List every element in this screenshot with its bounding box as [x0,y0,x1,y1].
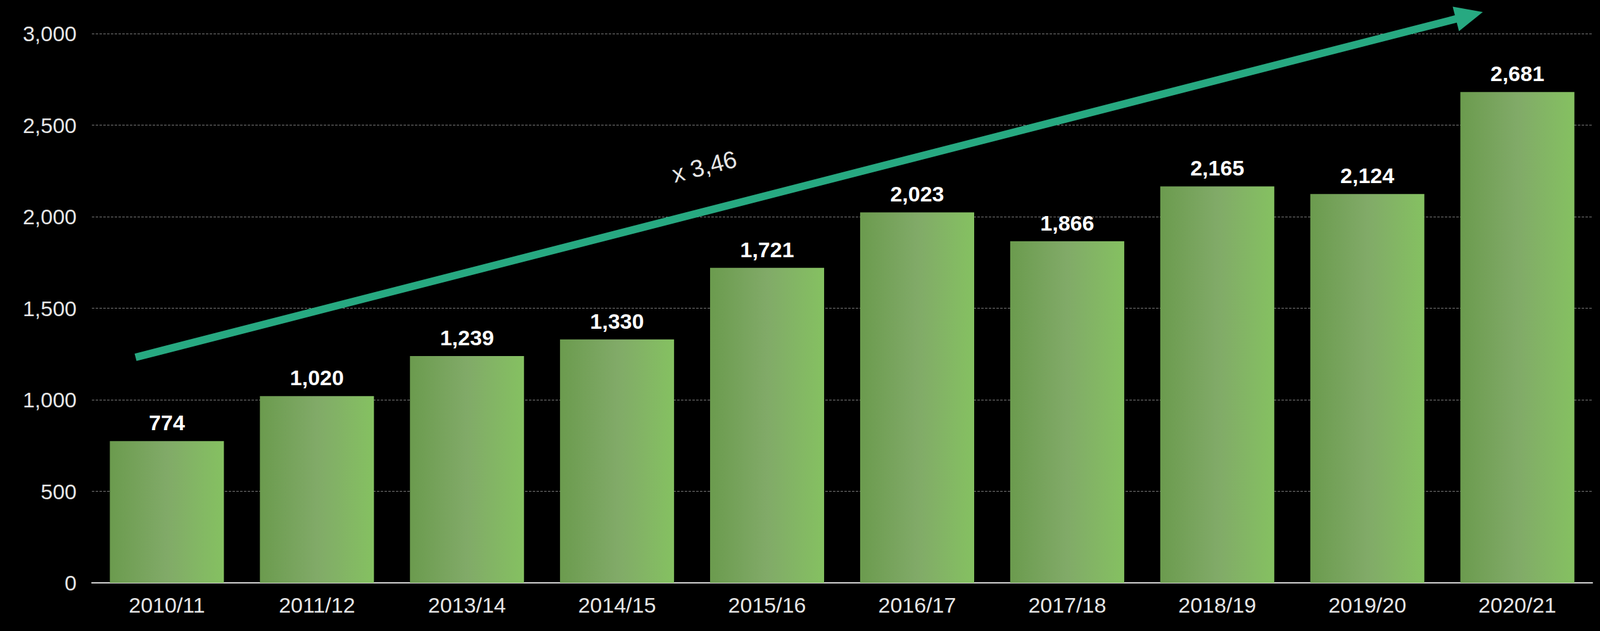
svg-text:2,124: 2,124 [1340,163,1395,188]
svg-text:500: 500 [40,479,77,504]
svg-text:2011/12: 2011/12 [278,592,355,617]
svg-text:2,000: 2,000 [22,204,77,229]
svg-text:2,165: 2,165 [1190,155,1245,180]
svg-text:1,239: 1,239 [440,325,495,350]
svg-text:2014/15: 2014/15 [578,592,657,617]
svg-text:774: 774 [148,410,185,435]
svg-text:2013/14: 2013/14 [428,592,507,617]
svg-text:1,500: 1,500 [22,296,77,321]
svg-text:1,330: 1,330 [590,309,645,334]
svg-text:1,000: 1,000 [22,387,77,412]
svg-text:2,500: 2,500 [22,113,77,138]
svg-text:1,866: 1,866 [1040,210,1094,235]
svg-text:2018/19: 2018/19 [1178,592,1257,617]
svg-text:2017/18: 2017/18 [1028,592,1106,617]
svg-text:2016/17: 2016/17 [877,592,956,617]
svg-text:2020/21: 2020/21 [1478,592,1557,617]
svg-text:2015/16: 2015/16 [728,592,807,617]
svg-text:0: 0 [64,570,77,595]
svg-text:2,681: 2,681 [1490,61,1545,86]
svg-text:2010/11: 2010/11 [128,592,205,617]
svg-text:2,023: 2,023 [889,181,944,206]
svg-text:1,020: 1,020 [290,365,344,390]
svg-text:3,000: 3,000 [22,21,77,46]
svg-text:2019/20: 2019/20 [1328,592,1407,617]
svg-text:x 3,46: x 3,46 [669,145,740,188]
svg-text:1,721: 1,721 [740,237,795,262]
